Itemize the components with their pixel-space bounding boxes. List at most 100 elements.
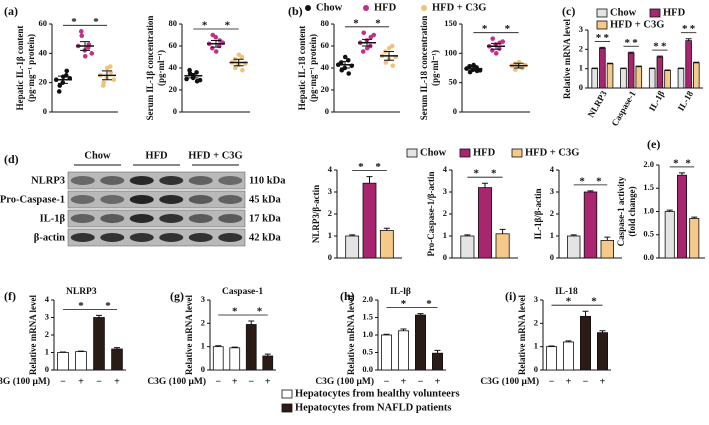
error-bar xyxy=(96,314,102,318)
error-bar xyxy=(591,67,598,69)
error-bar xyxy=(513,62,524,69)
bar xyxy=(111,348,123,371)
legend-swatch xyxy=(511,148,523,158)
y-tick-label: 0 xyxy=(443,252,447,262)
error-bar xyxy=(60,351,66,353)
y-tick-label: 80 xyxy=(321,18,330,28)
blot-band xyxy=(129,233,154,242)
y-axis-label: IL-1β/β-actin xyxy=(533,189,543,240)
y-axis-label: NLRP3/β-actin xyxy=(311,185,321,243)
x-tick-label: − xyxy=(215,376,221,387)
data-point xyxy=(361,30,367,36)
x-tick-label: + xyxy=(401,376,407,387)
y-tick-label: 2 xyxy=(443,208,447,218)
bar xyxy=(656,56,664,89)
significance-star: * xyxy=(505,23,511,35)
blot-band xyxy=(159,214,184,223)
data-point xyxy=(213,34,219,40)
x-tick-label: − xyxy=(384,376,390,387)
significance-star: * xyxy=(653,41,659,53)
category-title: C3G (100 μM) xyxy=(147,376,206,387)
error-bar xyxy=(620,67,627,69)
data-point xyxy=(107,64,113,69)
data-point xyxy=(78,29,84,34)
x-tick-label: + xyxy=(566,376,572,387)
error-bar xyxy=(383,333,390,335)
y-tick-label: 40 xyxy=(169,62,178,72)
y-tick-label: 0 xyxy=(43,106,47,116)
bar xyxy=(689,218,700,259)
error-bar xyxy=(383,227,390,231)
blot-band xyxy=(70,176,95,185)
y-tick-label: 1 xyxy=(443,230,447,240)
bar xyxy=(620,68,627,89)
y-axis-label: (pg·ml⁻¹) xyxy=(430,50,440,86)
blot-band xyxy=(218,214,243,223)
error-bar xyxy=(349,234,356,236)
bar xyxy=(75,351,87,371)
y-tick-label: 20 xyxy=(321,84,330,94)
significance-star: * xyxy=(473,168,479,180)
bar xyxy=(600,239,615,259)
error-bar xyxy=(248,320,255,325)
error-bar xyxy=(491,42,501,50)
bar xyxy=(693,62,700,89)
y-tick-label: 2 xyxy=(45,329,49,339)
data-point xyxy=(496,46,502,51)
data-point xyxy=(233,65,238,71)
data-point xyxy=(500,39,506,44)
row-label: β-actin xyxy=(34,232,65,243)
legend-label: HFD + C3G xyxy=(432,2,486,13)
significance-star: * xyxy=(482,23,488,35)
blot-band xyxy=(100,195,125,204)
data-point xyxy=(493,51,499,56)
y-tick-label: 2.0 xyxy=(362,294,373,304)
error-bar xyxy=(677,67,684,69)
legend-swatch xyxy=(281,389,293,399)
panel-label: (c) xyxy=(562,4,575,18)
blot-band xyxy=(129,176,154,185)
x-tick-label: Caspase-1 xyxy=(609,89,637,128)
error-bar xyxy=(434,349,441,354)
data-point xyxy=(346,71,352,76)
error-bar xyxy=(264,353,271,356)
bar xyxy=(664,211,675,259)
blot-band xyxy=(100,176,125,185)
bar xyxy=(606,63,614,89)
significance-star: * xyxy=(202,20,208,32)
x-tick-label: + xyxy=(435,376,441,387)
y-tick-label: 4 xyxy=(443,164,448,174)
legend-swatch xyxy=(281,403,293,413)
legend-label: Hepatocytes from healthy volunteers xyxy=(295,388,460,399)
data-point xyxy=(56,89,62,94)
error-bar xyxy=(587,190,594,192)
bar xyxy=(685,40,692,89)
y-tick-label: 3 xyxy=(443,186,447,196)
y-axis-label: (fold change) xyxy=(627,186,637,236)
data-point xyxy=(371,32,377,38)
error-bar xyxy=(570,234,577,236)
blot-band xyxy=(159,176,184,185)
error-bar xyxy=(340,60,350,69)
category-title: C3G (100 μM) xyxy=(480,376,539,387)
data-point xyxy=(213,49,219,54)
bar xyxy=(460,235,475,259)
data-point xyxy=(187,67,192,73)
blot-band xyxy=(70,195,95,204)
x-tick-label: − xyxy=(60,376,66,387)
data-point xyxy=(390,63,396,69)
y-tick-label: 4 xyxy=(328,164,333,174)
y-tick-label: 100 xyxy=(444,47,457,57)
blot-band xyxy=(100,233,125,242)
error-bar xyxy=(664,69,671,71)
error-bar xyxy=(215,345,222,347)
y-tick-label: 0 xyxy=(579,82,583,92)
bar xyxy=(431,352,443,371)
y-tick-label: 3 xyxy=(328,186,332,196)
y-tick-label: 3 xyxy=(534,294,538,304)
legend-swatch xyxy=(649,8,661,18)
legend-swatch xyxy=(363,5,369,11)
bar xyxy=(597,332,609,371)
y-axis-label: (pg·mg⁻¹ protein) xyxy=(26,34,36,102)
data-point xyxy=(240,67,245,73)
